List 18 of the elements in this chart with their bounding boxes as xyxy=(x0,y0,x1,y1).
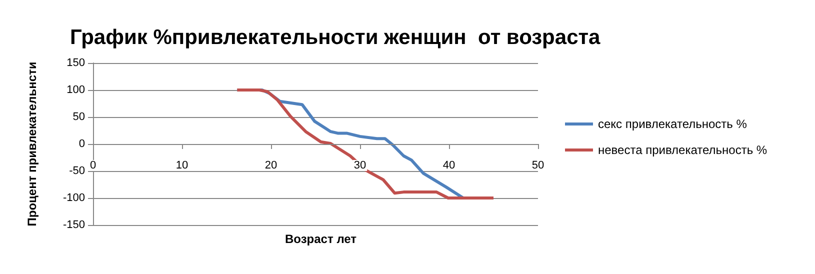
x-tick-label: 50 xyxy=(532,160,544,172)
x-axis-title: Возраст лет xyxy=(285,232,357,246)
x-tick-label: 10 xyxy=(176,160,188,172)
x-tick-label: 30 xyxy=(354,160,366,172)
legend-label: секс привлекательность % xyxy=(598,117,748,131)
y-tick-label: -50 xyxy=(69,165,85,177)
y-tick-label: -100 xyxy=(62,192,85,204)
y-tick-label: -150 xyxy=(62,219,85,231)
y-tick-label: 150 xyxy=(66,57,85,69)
legend-label: невеста привлекательность % xyxy=(598,143,768,157)
x-tick-label: 40 xyxy=(442,160,456,172)
y-axis-title: Процент привлекательнсти xyxy=(25,62,39,226)
y-tick-label: 100 xyxy=(66,84,85,96)
y-tick-label: 50 xyxy=(72,111,85,123)
x-tick-label: 0 xyxy=(90,160,96,172)
chart-title: График %привлекательности женщин от возраста xyxy=(70,26,601,49)
y-tick-label: 0 xyxy=(78,138,85,150)
x-tick-label: 20 xyxy=(264,160,278,172)
